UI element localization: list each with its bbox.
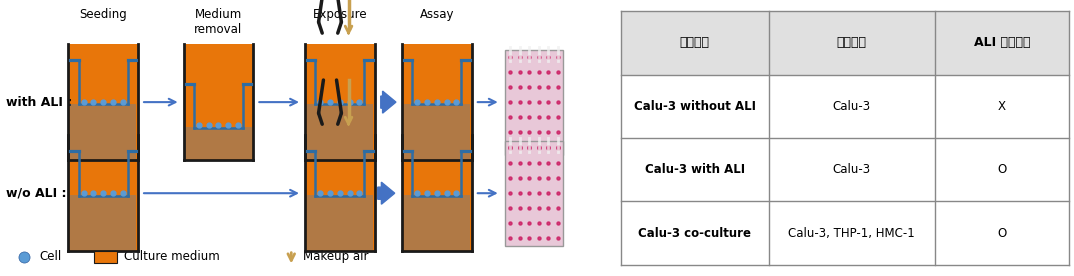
- Polygon shape: [378, 182, 395, 204]
- Text: Medium
removal: Medium removal: [194, 8, 243, 36]
- Bar: [307, 104, 373, 159]
- Bar: [69, 135, 139, 251]
- Bar: [305, 44, 375, 160]
- Text: O: O: [998, 163, 1006, 176]
- Bar: [70, 195, 136, 250]
- Text: Makeup air: Makeup air: [303, 250, 368, 263]
- Text: Calu-3 without ALI: Calu-3 without ALI: [634, 100, 756, 113]
- Bar: [307, 195, 373, 250]
- Bar: [621, 11, 1070, 75]
- Bar: [69, 44, 139, 160]
- Text: Assay: Assay: [420, 8, 454, 21]
- Text: w/o ALI :: w/o ALI :: [6, 187, 67, 200]
- Bar: [505, 50, 563, 155]
- Text: Exposure: Exposure: [313, 8, 367, 21]
- Text: Cell: Cell: [40, 250, 61, 263]
- Text: Calu-3, THP-1, HMC-1: Calu-3, THP-1, HMC-1: [788, 227, 915, 240]
- Bar: [402, 44, 471, 160]
- Text: 세포종류: 세포종류: [837, 36, 867, 49]
- Text: with ALI :: with ALI :: [6, 95, 72, 109]
- Bar: [505, 141, 563, 246]
- Text: Calu-3: Calu-3: [832, 100, 871, 113]
- Text: Seeding: Seeding: [79, 8, 127, 21]
- Text: 세포모델: 세포모델: [680, 36, 710, 49]
- Bar: [402, 135, 471, 251]
- Text: Calu-3 co-culture: Calu-3 co-culture: [638, 227, 752, 240]
- Bar: [184, 44, 253, 160]
- Text: Culture medium: Culture medium: [125, 250, 220, 263]
- Text: X: X: [998, 100, 1006, 113]
- Text: Calu-3: Calu-3: [832, 163, 871, 176]
- Text: ALI 배양유무: ALI 배양유무: [974, 36, 1030, 49]
- Bar: [95, 251, 117, 263]
- Polygon shape: [381, 91, 396, 113]
- Bar: [305, 135, 375, 251]
- Text: Calu-3 with ALI: Calu-3 with ALI: [644, 163, 745, 176]
- Bar: [404, 104, 470, 159]
- Bar: [70, 104, 136, 159]
- Bar: [404, 195, 470, 250]
- Text: O: O: [998, 227, 1006, 240]
- Bar: [186, 127, 251, 159]
